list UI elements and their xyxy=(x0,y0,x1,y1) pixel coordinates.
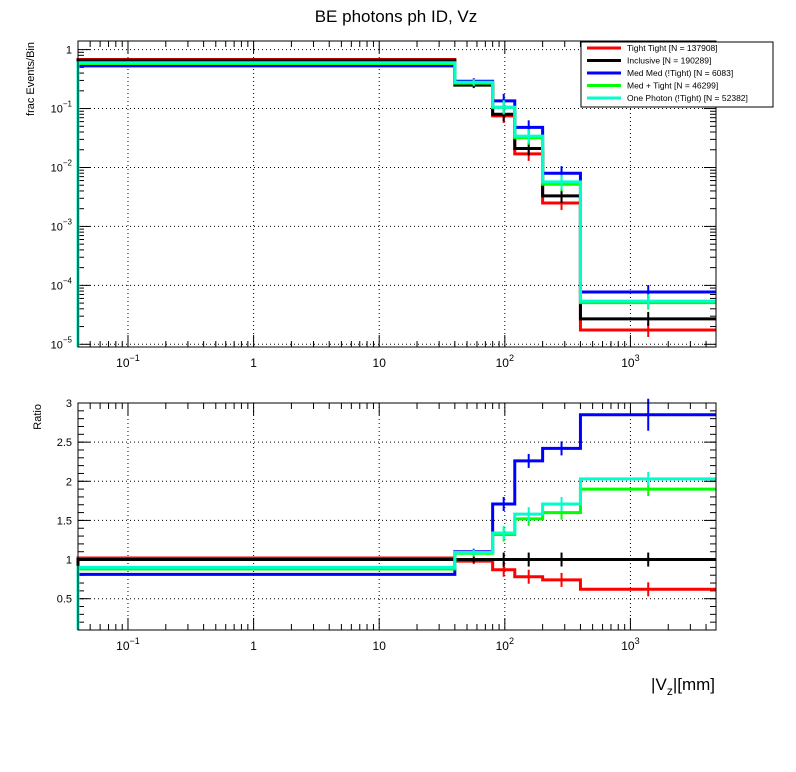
legend-entry-label: Inclusive [N = 190289] xyxy=(627,56,711,66)
x-tick-label-base: 10 xyxy=(116,639,130,653)
x-axis-label-subscript: z xyxy=(667,684,673,698)
chart-title: BE photons ph ID, Vz xyxy=(315,7,478,26)
y-tick-label-base: 10 xyxy=(51,104,63,116)
plot-area xyxy=(78,403,716,630)
plot-frame xyxy=(77,402,717,631)
y-tick-label-base: 10 xyxy=(51,339,63,351)
y-tick-label-base: 10 xyxy=(51,280,63,292)
y-tick-label: 3 xyxy=(66,398,72,410)
x-tick-label-exponent: −1 xyxy=(130,353,140,363)
x-tick-label: 10−1 xyxy=(116,353,140,370)
x-tick-label: 1 xyxy=(250,356,257,370)
y-tick-label-exponent: −3 xyxy=(63,217,73,226)
x-axis-label-tail: |[mm] xyxy=(673,675,715,694)
series-line-3 xyxy=(76,487,716,630)
y-tick-label: 10−1 xyxy=(51,100,73,116)
y-tick-label-exponent: −2 xyxy=(63,158,73,167)
x-tick-label-exponent: 3 xyxy=(635,353,640,363)
x-tick-label-exponent: 2 xyxy=(509,353,514,363)
x-tick-label-base: 10 xyxy=(496,639,510,653)
y-tick-label: 1.5 xyxy=(57,515,72,527)
x-tick-label-base: 1 xyxy=(250,639,257,653)
y-tick-label: 1 xyxy=(66,45,72,57)
y-tick-label-base: 1 xyxy=(66,45,72,57)
x-tick-label-exponent: −1 xyxy=(130,636,140,646)
y-tick-label: 1 xyxy=(66,555,72,567)
legend-entry-label: One Photon (!Tight) [N = 52382] xyxy=(627,93,748,103)
y-tick-label: 10−4 xyxy=(51,276,73,292)
x-tick-label: 102 xyxy=(496,636,514,653)
x-tick-label-base: 10 xyxy=(373,356,387,370)
y-tick-label: 2.5 xyxy=(57,437,72,449)
x-tick-label: 10 xyxy=(373,639,387,653)
y-tick-label: 10−3 xyxy=(51,217,73,233)
x-tick-label: 103 xyxy=(621,353,639,370)
x-tick-label-base: 10 xyxy=(116,356,130,370)
x-tick-label: 1 xyxy=(250,639,257,653)
y-tick-label: 10−5 xyxy=(51,335,73,351)
x-tick-label-base: 10 xyxy=(621,356,635,370)
y-tick-label-exponent: −5 xyxy=(63,335,73,344)
x-tick-label-base: 1 xyxy=(250,356,257,370)
x-axis-label: |Vz|[mm] xyxy=(651,675,715,698)
x-axis-label-main: |V xyxy=(651,675,667,694)
legend-entry-label: Tight Tight [N = 137908] xyxy=(627,43,718,53)
y-tick-label-exponent: −4 xyxy=(63,276,73,285)
x-tick-label: 102 xyxy=(496,353,514,370)
y-tick-label: 0.5 xyxy=(57,594,72,606)
series-line-2 xyxy=(76,413,716,630)
x-tick-label: 10−1 xyxy=(116,636,140,653)
legend: Tight Tight [N = 137908] Inclusive [N = 1… xyxy=(580,41,774,108)
x-tick-label-base: 10 xyxy=(373,639,387,653)
x-tick-label-exponent: 3 xyxy=(635,636,640,646)
bottom-y-axis-label: Ratio xyxy=(32,404,44,430)
y-tick-label-exponent: −1 xyxy=(63,100,73,109)
y-tick-label-base: 10 xyxy=(51,162,63,174)
series-line-4 xyxy=(76,61,716,347)
legend-entry-label: Med Med (!Tight) [N = 6083] xyxy=(627,68,733,78)
x-tick-label-base: 10 xyxy=(496,356,510,370)
y-tick-label-base: 10 xyxy=(51,221,63,233)
y-tick-label: 10−2 xyxy=(51,158,73,174)
plot-frame xyxy=(77,40,717,348)
top-y-axis-label: frac Events/Bin xyxy=(25,42,37,116)
legend-entry-label: Med + Tight [N = 46299] xyxy=(627,81,718,91)
x-tick-label-base: 10 xyxy=(621,639,635,653)
x-tick-label: 10 xyxy=(373,356,387,370)
series-line-4 xyxy=(76,477,716,630)
y-tick-label: 2 xyxy=(66,476,72,488)
x-tick-label: 103 xyxy=(621,636,639,653)
x-tick-label-exponent: 2 xyxy=(509,636,514,646)
